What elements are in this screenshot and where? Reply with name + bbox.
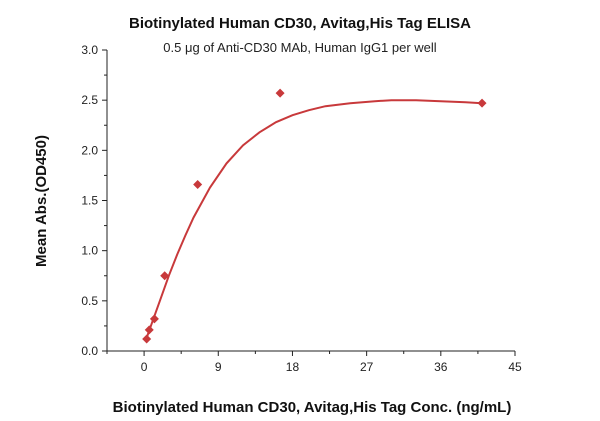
x-axis-title: Biotinylated Human CD30, Avitag,His Tag …: [113, 399, 512, 416]
chart-subtitle: 0.5 μg of Anti-CD30 MAb, Human IgG1 per …: [163, 40, 437, 55]
y-tick-label: 1.5: [81, 194, 98, 208]
data-point: [149, 314, 159, 324]
data-point: [144, 325, 154, 335]
x-tick-label: 36: [434, 360, 448, 374]
chart-title: Biotinylated Human CD30, Avitag,His Tag …: [129, 15, 471, 32]
axes: [106, 50, 515, 352]
x-tick-label: 9: [215, 360, 222, 374]
y-tick-label: 0.0: [81, 344, 98, 358]
y-tick-label: 1.0: [81, 244, 98, 258]
y-tick-label: 2.0: [81, 143, 98, 157]
x-tick-label: 0: [141, 360, 148, 374]
data-point: [477, 98, 487, 108]
y-tick-label: 3.0: [81, 43, 98, 57]
y-tick-label: 2.5: [81, 93, 98, 107]
data-points: [142, 88, 487, 344]
data-point: [193, 179, 203, 189]
data-point: [142, 334, 152, 344]
x-tick-label: 27: [360, 360, 374, 374]
y-axis-title: Mean Abs.(OD450): [33, 135, 50, 267]
fit-curve: [145, 99, 483, 339]
x-tick-label: 45: [508, 360, 522, 374]
y-tick-label: 0.5: [81, 294, 98, 308]
ticks: 0.0 0.5 1.0 1.5 2.0 2.5 3.0 0 9 18 27 36 45: [81, 43, 522, 374]
x-tick-label: 18: [286, 360, 300, 374]
data-point: [160, 271, 170, 281]
data-point: [275, 88, 285, 98]
